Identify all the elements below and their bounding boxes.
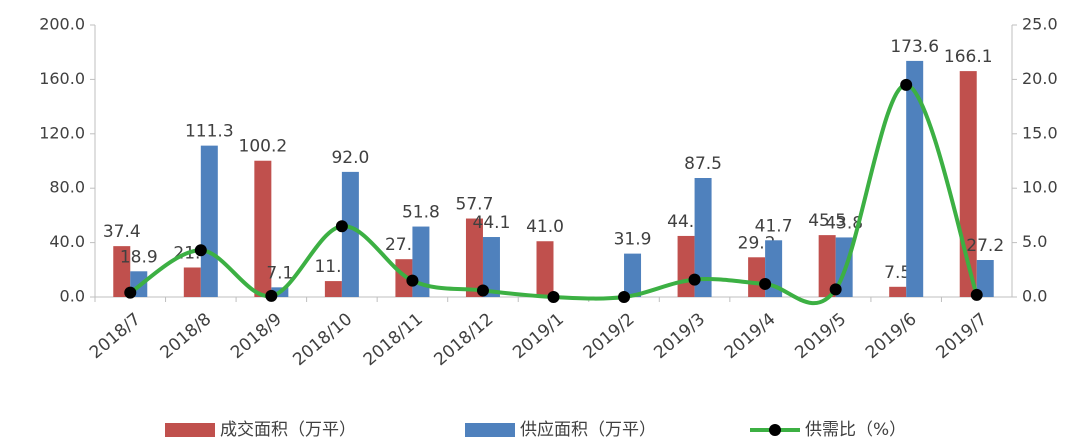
data-label: 7.5 [884, 263, 911, 283]
legend-label: 供应面积（万平） [520, 420, 656, 440]
marker [406, 274, 419, 287]
bar [889, 286, 907, 297]
data-label: 51.8 [402, 203, 440, 223]
bar [341, 171, 359, 297]
x-tick-label: 2019/4 [721, 309, 780, 363]
y2-tick-label: 0.0 [1022, 287, 1047, 306]
bar [677, 235, 695, 297]
data-label: 45.5 [808, 211, 846, 231]
marker [900, 78, 913, 91]
marker [194, 244, 207, 257]
bar [818, 235, 836, 297]
data-label: 31.9 [614, 230, 652, 250]
data-label: 100.2 [239, 137, 288, 157]
data-label: 111.3 [185, 122, 234, 142]
bar [694, 178, 712, 297]
bar [906, 60, 924, 298]
x-tick-label: 2019/6 [862, 309, 921, 363]
bar [254, 160, 272, 297]
y2-tick-label: 15.0 [1022, 123, 1058, 142]
y-tick-label: 40.0 [49, 232, 85, 251]
bar [183, 267, 201, 297]
x-tick-label: 2018/11 [360, 309, 427, 370]
x-tick-label: 2019/7 [932, 309, 991, 363]
data-label: 27.2 [966, 236, 1004, 256]
marker [335, 220, 348, 233]
data-label: 37.4 [103, 222, 141, 242]
y-tick-label: 80.0 [49, 178, 85, 197]
bar [200, 145, 218, 297]
bar [395, 259, 413, 297]
y-tick-label: 160.0 [39, 69, 85, 88]
marker [759, 277, 772, 290]
x-tick-label: 2019/2 [580, 309, 639, 363]
legend-label: 供需比（%） [805, 420, 906, 440]
y2-tick-label: 25.0 [1022, 15, 1058, 34]
marker [618, 291, 631, 303]
bar [465, 218, 483, 297]
bar [624, 253, 642, 297]
y-tick-label: 0.0 [60, 287, 85, 306]
legend-swatch [165, 423, 215, 437]
y2-tick-label: 10.0 [1022, 178, 1058, 197]
data-label: 44.1 [473, 213, 511, 233]
marker [829, 283, 842, 296]
legend-marker [769, 424, 781, 436]
data-label: 41.7 [755, 216, 793, 236]
x-tick-label: 2019/1 [509, 309, 568, 363]
data-label: 41.0 [526, 217, 564, 237]
data-label: 7.1 [266, 263, 293, 283]
marker [970, 288, 983, 301]
bar [748, 257, 766, 297]
bar [324, 281, 342, 297]
bar [113, 246, 131, 297]
y2-tick-label: 20.0 [1022, 69, 1058, 88]
marker [688, 273, 701, 286]
x-tick-label: 2018/8 [157, 309, 216, 363]
x-tick-label: 2018/7 [86, 309, 145, 363]
data-label: 173.6 [890, 37, 939, 57]
y-tick-label: 200.0 [39, 15, 85, 34]
data-label: 18.9 [120, 247, 158, 267]
data-label: 92.0 [331, 148, 369, 168]
y-tick-label: 120.0 [39, 123, 85, 142]
legend-swatch [465, 423, 515, 437]
data-label: 43.8 [825, 213, 863, 233]
marker [265, 289, 278, 302]
x-tick-label: 2019/3 [650, 309, 709, 363]
x-tick-label: 2018/10 [289, 309, 356, 370]
x-tick-label: 2019/5 [791, 309, 850, 363]
bar [976, 260, 994, 297]
data-label: 57.7 [456, 195, 494, 215]
x-tick-label: 2018/12 [430, 309, 497, 370]
data-label: 87.5 [684, 154, 722, 174]
bar [482, 237, 500, 297]
legend-label: 成交面积（万平） [220, 420, 356, 440]
marker [124, 286, 137, 299]
x-tick-label: 2018/9 [227, 309, 286, 363]
marker [476, 284, 489, 297]
bar [536, 241, 554, 297]
data-label: 166.1 [944, 47, 993, 67]
marker [547, 291, 560, 303]
y2-tick-label: 5.0 [1022, 232, 1047, 251]
